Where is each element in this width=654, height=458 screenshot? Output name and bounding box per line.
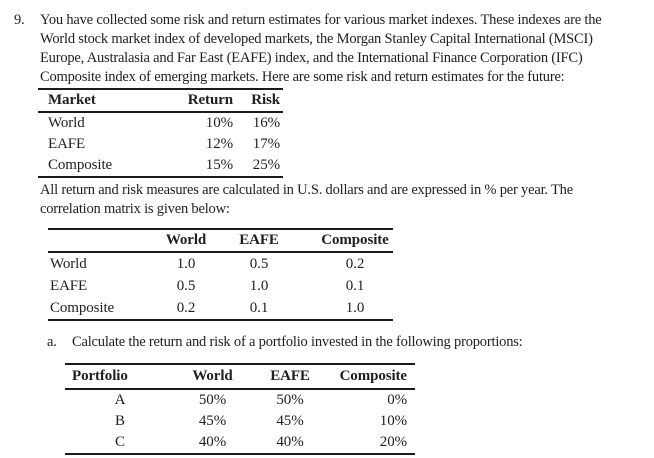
composite-weight-cell: 20% (330, 432, 415, 455)
world-weight-cell: 40% (175, 432, 250, 455)
market-header: Market (38, 89, 153, 113)
eafe-weight-cell: 40% (250, 432, 330, 455)
row-label-cell: Composite (48, 297, 143, 321)
row-label-cell: EAFE (50, 277, 88, 294)
table-row: A 50% 50% 0% (65, 389, 415, 411)
portfolio-table-header-row: Portfolio World EAFE Composite (65, 364, 415, 390)
risk-cell: 25% (233, 155, 283, 178)
correlation-table: World EAFE Composite World 1.0 0.5 0.2 E… (48, 228, 393, 321)
eafe-header: EAFE (250, 364, 330, 390)
correlation-table-header-row: World EAFE Composite (48, 229, 393, 253)
eafe-weight-cell: 50% (276, 392, 304, 408)
table-row: EAFE 12% 17% (38, 134, 283, 155)
return-header: Return (153, 89, 233, 113)
note-text-line: All return and risk measures are calcula… (40, 182, 573, 198)
composite-weight-cell: 0% (387, 392, 407, 408)
part-a-text: Calculate the return and risk of a portf… (72, 334, 523, 350)
risk-cell: 16% (252, 115, 280, 131)
eafe-corr-cell: 0.5 (249, 255, 269, 272)
question-text-line: You have collected some risk and return … (40, 12, 602, 28)
table-row: World 10% 16% (38, 112, 283, 134)
return-cell: 15% (153, 155, 233, 178)
world-corr-cell: 1.0 (176, 255, 196, 272)
eafe-corr-cell: 1.0 (249, 277, 269, 294)
world-weight-cell: 45% (198, 413, 227, 429)
table-row: Composite 15% 25% (38, 155, 283, 178)
eafe-corr-cell: 0.1 (229, 297, 289, 321)
market-name-cell: EAFE (48, 136, 86, 152)
table-row: Composite 0.2 0.1 1.0 (48, 297, 393, 321)
world-weight-cell: 50% (198, 392, 227, 408)
market-name-cell: Composite (38, 155, 153, 178)
risk-header: Risk (233, 89, 283, 113)
note-paragraph: All return and risk measures are calcula… (40, 181, 573, 219)
empty-header (48, 229, 143, 253)
portfolio-name-cell: C (65, 432, 175, 455)
composite-header: Composite (289, 229, 393, 253)
composite-corr-cell: 1.0 (289, 297, 393, 321)
question-text-line: Composite index of emerging markets. Her… (40, 69, 565, 85)
question-block: 9. You have collected some risk and retu… (14, 11, 602, 87)
table-row: B 45% 45% 10% (65, 411, 415, 432)
composite-weight-cell: 10% (379, 413, 407, 429)
question-text-line: Europe, Australasia and Far East (EAFE) … (40, 50, 583, 66)
world-corr-cell: 0.2 (143, 297, 229, 321)
portfolio-table: Portfolio World EAFE Composite A 50% 50%… (65, 363, 415, 455)
return-cell: 12% (205, 136, 233, 152)
part-a-label: a. (47, 334, 57, 350)
composite-header: Composite (330, 364, 415, 390)
note-text-line: correlation matrix is given below: (40, 201, 230, 217)
portfolio-name-cell: A (114, 392, 126, 408)
composite-corr-cell: 0.1 (345, 277, 365, 294)
question-number: 9. (14, 12, 25, 28)
risk-cell: 17% (252, 136, 280, 152)
market-name-cell: World (48, 115, 85, 131)
composite-corr-cell: 0.2 (345, 255, 365, 272)
table-row: EAFE 0.5 1.0 0.1 (48, 275, 393, 297)
market-table: Market Return Risk World 10% 16% EAFE 12… (38, 88, 283, 178)
row-label-cell: World (50, 255, 87, 272)
portfolio-name-cell: B (115, 413, 125, 429)
market-table-header-row: Market Return Risk (38, 89, 283, 113)
question-text-line: World stock market index of developed ma… (40, 31, 593, 47)
world-header: World (143, 229, 229, 253)
world-corr-cell: 0.5 (176, 277, 196, 294)
return-cell: 10% (205, 115, 233, 131)
table-row: C 40% 40% 20% (65, 432, 415, 455)
portfolio-header: Portfolio (65, 364, 175, 390)
eafe-header: EAFE (229, 229, 289, 253)
question-text: You have collected some risk and return … (40, 11, 602, 87)
eafe-weight-cell: 45% (276, 413, 304, 429)
table-row: World 1.0 0.5 0.2 (48, 252, 393, 275)
part-a-block: a. Calculate the return and risk of a po… (47, 333, 523, 352)
world-header: World (175, 364, 250, 390)
